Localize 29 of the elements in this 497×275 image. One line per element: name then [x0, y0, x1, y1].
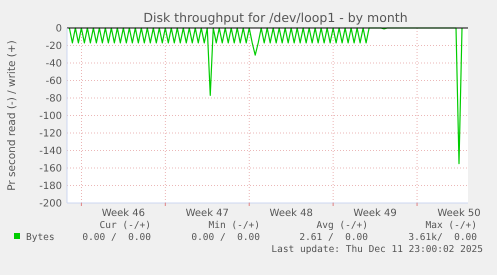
text: Min (-/+): [208, 220, 260, 231]
y-tick-label: -20: [46, 41, 62, 52]
line-series: [68, 27, 463, 164]
y-axis-title: Pr second read (-) / write (+): [6, 40, 18, 191]
y-tick-label: -40: [46, 58, 62, 70]
y-tick-label: 0: [56, 24, 62, 34]
x-tick-label: Week 47: [186, 208, 229, 219]
text: 2.61 / 0.00: [299, 232, 368, 243]
legend-label: Bytes: [26, 232, 55, 243]
text: 0.00 / 0.00: [82, 232, 152, 243]
x-tick-label: Week 48: [270, 208, 313, 219]
text: Last update: Thu Dec 11 23:00:02 2025: [271, 244, 483, 255]
y-tick-label: -160: [39, 164, 62, 174]
text: Avg (-/+): [316, 220, 368, 231]
y-tick-label: -140: [39, 146, 62, 157]
y-tick-label: -180: [39, 181, 62, 192]
y-tick-label: -120: [39, 128, 62, 140]
text: Max (-/+): [426, 220, 477, 231]
x-tick-label: Week 46: [102, 208, 145, 219]
y-tick-label: -60: [46, 76, 62, 87]
x-tick-label: Week 50: [437, 208, 481, 219]
y-tick-label: -80: [46, 94, 62, 104]
chart-title: Disk throughput for /dev/loop1 - by month: [143, 10, 408, 25]
y-tick-label: -200: [39, 198, 62, 210]
text: 3.61k/ 0.00: [408, 232, 478, 243]
x-tick-label: Week 49: [353, 208, 397, 219]
text: Cur (-/+): [100, 220, 151, 231]
y-tick-label: -100: [39, 111, 62, 122]
text: 0.00 / 0.00: [191, 232, 260, 243]
